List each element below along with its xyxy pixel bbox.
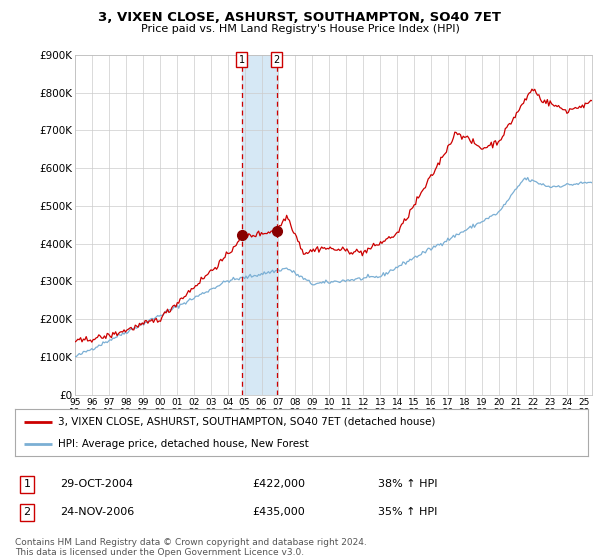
Text: Contains HM Land Registry data © Crown copyright and database right 2024.
This d: Contains HM Land Registry data © Crown c…	[15, 538, 367, 557]
Text: 35% ↑ HPI: 35% ↑ HPI	[378, 507, 437, 517]
Text: 3, VIXEN CLOSE, ASHURST, SOUTHAMPTON, SO40 7ET: 3, VIXEN CLOSE, ASHURST, SOUTHAMPTON, SO…	[98, 11, 502, 24]
Text: 1: 1	[239, 55, 245, 65]
Text: 1: 1	[23, 479, 31, 489]
Text: HPI: Average price, detached house, New Forest: HPI: Average price, detached house, New …	[58, 438, 309, 449]
Text: 2: 2	[274, 55, 280, 65]
Text: 24-NOV-2006: 24-NOV-2006	[60, 507, 134, 517]
Text: 3, VIXEN CLOSE, ASHURST, SOUTHAMPTON, SO40 7ET (detached house): 3, VIXEN CLOSE, ASHURST, SOUTHAMPTON, SO…	[58, 417, 436, 427]
Text: £422,000: £422,000	[252, 479, 305, 489]
Text: 29-OCT-2004: 29-OCT-2004	[60, 479, 133, 489]
Text: 2: 2	[23, 507, 31, 517]
Bar	[242, 55, 277, 395]
Text: £435,000: £435,000	[252, 507, 305, 517]
Text: Price paid vs. HM Land Registry's House Price Index (HPI): Price paid vs. HM Land Registry's House …	[140, 24, 460, 34]
Text: 38% ↑ HPI: 38% ↑ HPI	[378, 479, 437, 489]
